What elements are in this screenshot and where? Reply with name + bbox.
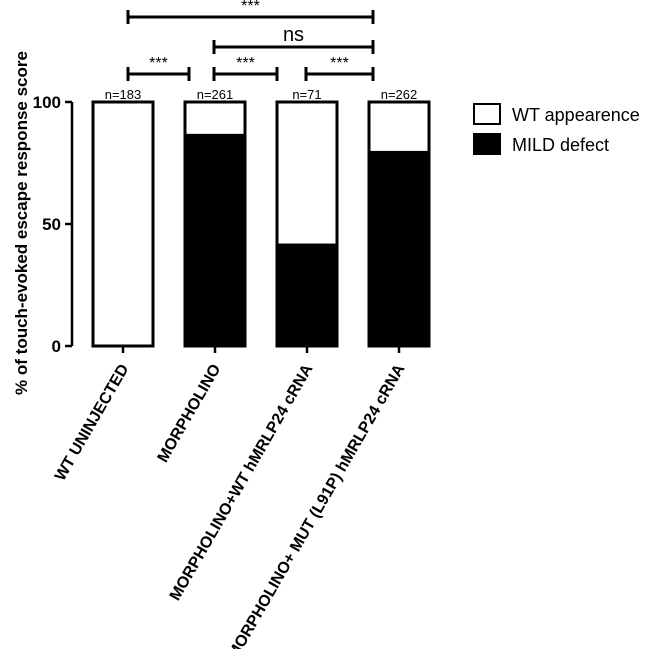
legend-swatch — [473, 103, 501, 125]
significance-label: ns — [283, 24, 304, 46]
bar-segment-0 — [369, 150, 429, 346]
legend-label: WT appearence — [512, 105, 640, 125]
significance-brackets: *** *** *** ns *** — [126, 0, 375, 81]
significance-label: *** — [149, 55, 168, 72]
significance-label: *** — [241, 0, 260, 15]
count-label: n=71 — [292, 87, 321, 102]
bar-segment-0 — [185, 133, 245, 346]
significance-label: *** — [330, 55, 349, 72]
count-label: n=261 — [197, 87, 234, 102]
bars — [91, 100, 431, 353]
bar-segment-1 — [369, 102, 429, 151]
count-label: n=262 — [381, 87, 418, 102]
category-label: MORPHOLINO+ MUT (L91P) hMRLP24 cRNA — [225, 361, 409, 649]
count-labels: n=183 n=261 n=71 n=262 — [105, 87, 418, 102]
category-label: WT UNINJECTED — [52, 362, 133, 484]
legend-swatch — [473, 133, 501, 155]
bar-segment-1 — [185, 102, 245, 134]
category-label: MORPHOLINO — [155, 362, 225, 466]
legend-label: MILD defect — [512, 135, 609, 155]
count-label: n=183 — [105, 87, 142, 102]
significance-label: *** — [236, 55, 255, 72]
y-tick-label: 0 — [52, 337, 61, 356]
bar-segment-0 — [277, 243, 337, 346]
y-tick-label: 50 — [42, 215, 61, 234]
bar-segment-1 — [93, 102, 153, 346]
axes: 0 50 100 — [33, 93, 74, 356]
y-axis-label: % of touch-evoked escape response score — [12, 51, 31, 395]
legend: WT appearence MILD defect — [473, 103, 640, 155]
bar-segment-1 — [277, 102, 337, 244]
y-tick-label: 100 — [33, 93, 61, 112]
